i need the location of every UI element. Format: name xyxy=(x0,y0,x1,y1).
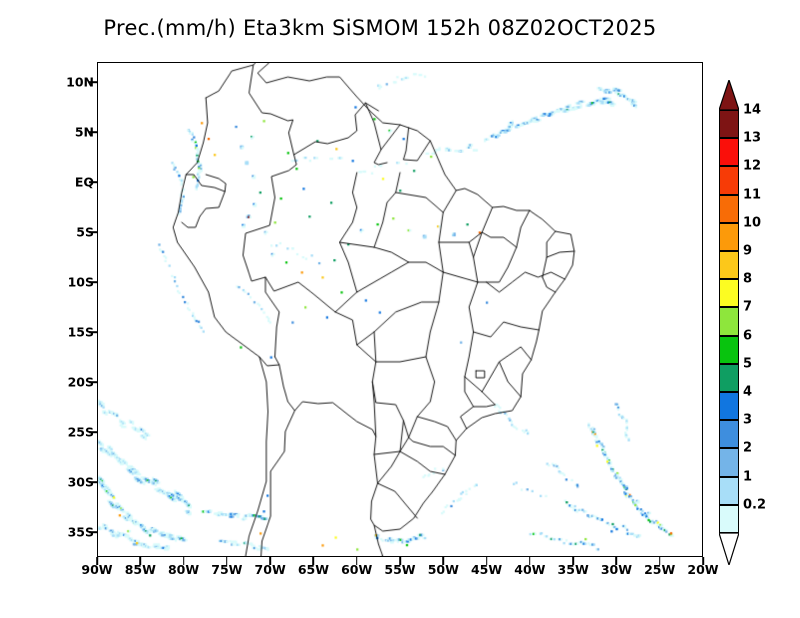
ytick-label-5S: 5S xyxy=(76,224,94,240)
ytick-mark xyxy=(89,431,97,433)
xtick-label-85W: 85W xyxy=(124,562,156,577)
xtick-mark xyxy=(399,557,401,565)
xtick-label-90W: 90W xyxy=(81,562,113,577)
colorbar-tick-8: 8 xyxy=(743,271,753,287)
ytick-label-EQ: EQ xyxy=(74,174,94,190)
xtick-label-40W: 40W xyxy=(514,562,546,577)
colorbar-band-7 xyxy=(719,307,739,336)
ytick-label-10S: 10S xyxy=(67,274,94,290)
colorbar-tick-3: 3 xyxy=(743,412,753,428)
xtick-mark xyxy=(96,557,98,565)
xtick-mark xyxy=(615,557,618,565)
xtick-label-45W: 45W xyxy=(470,562,503,577)
xtick-mark xyxy=(226,557,228,565)
ytick-mark xyxy=(89,531,97,533)
colorbar-band-0.2 xyxy=(719,504,739,533)
precipitation-map-plot xyxy=(97,62,703,557)
xtick-mark xyxy=(485,557,488,565)
ytick-mark xyxy=(89,131,97,133)
xtick-mark xyxy=(139,557,142,565)
colorbar-tick-5: 5 xyxy=(743,356,753,372)
colorbar-band-1 xyxy=(719,476,739,505)
colorbar-under-arrow xyxy=(718,532,740,568)
colorbar-tick-2: 2 xyxy=(743,440,753,456)
colorbar-tick-11: 11 xyxy=(743,187,762,203)
colorbar-band-5 xyxy=(719,363,739,392)
colorbar-band-14 xyxy=(719,110,739,139)
colorbar-tick-7: 7 xyxy=(743,299,753,315)
xtick-label-70W: 70W xyxy=(254,562,286,577)
colorbar-band-4 xyxy=(719,392,739,421)
colorbar-tick-6: 6 xyxy=(743,328,753,344)
xtick-label-30W: 30W xyxy=(600,562,633,577)
xtick-mark xyxy=(572,557,574,565)
xtick-mark xyxy=(529,557,531,565)
ytick-label-15S: 15S xyxy=(67,324,94,340)
xtick-mark xyxy=(182,557,185,565)
colorbar-band-2 xyxy=(719,448,739,477)
ytick-mark xyxy=(89,481,97,483)
colorbar-tick-12: 12 xyxy=(743,158,762,174)
colorbar-over-arrow xyxy=(718,78,740,111)
xtick-label-60W: 60W xyxy=(341,562,373,577)
ytick-label-30S: 30S xyxy=(67,474,94,490)
ytick-label-5N: 5N xyxy=(74,124,94,140)
ytick-mark xyxy=(89,181,97,183)
xtick-mark xyxy=(269,557,271,565)
colorbar-band-6 xyxy=(719,335,739,364)
xtick-mark xyxy=(658,557,661,565)
xtick-mark xyxy=(702,557,704,565)
xtick-mark xyxy=(355,557,358,565)
colorbar-band-3 xyxy=(719,420,739,449)
colorbar-tick-9: 9 xyxy=(743,243,753,259)
colorbar-tick-10: 10 xyxy=(743,215,762,231)
ytick-mark xyxy=(89,231,97,233)
colorbar-band-13 xyxy=(719,138,739,167)
colorbar-tick-0.2: 0.2 xyxy=(743,497,767,513)
colorbar-band-8 xyxy=(719,279,739,308)
colorbar-band-9 xyxy=(719,251,739,280)
colorbar-tick-4: 4 xyxy=(743,384,753,400)
xtick-label-55W: 55W xyxy=(384,562,416,577)
colorbar-band-11 xyxy=(719,194,739,223)
ytick-label-20S: 20S xyxy=(67,374,94,390)
colorbar-band-12 xyxy=(719,166,739,195)
xtick-label-20W: 20W xyxy=(687,562,719,577)
ytick-mark xyxy=(89,381,97,383)
ytick-mark xyxy=(89,81,97,83)
xtick-label-75W: 75W xyxy=(211,562,243,577)
colorbar-band-10 xyxy=(719,222,739,251)
colorbar-tick-13: 13 xyxy=(743,130,762,146)
xtick-label-35W: 35W xyxy=(557,562,589,577)
xtick-mark xyxy=(442,557,445,565)
ytick-mark xyxy=(89,281,97,283)
xtick-label-65W: 65W xyxy=(297,562,330,577)
colorbar xyxy=(719,110,739,533)
colorbar-tick-14: 14 xyxy=(743,102,762,118)
xtick-label-25W: 25W xyxy=(644,562,676,577)
ytick-label-25S: 25S xyxy=(67,424,94,440)
ytick-label-10N: 10N xyxy=(66,74,94,90)
xtick-mark xyxy=(312,557,315,565)
ytick-label-35S: 35S xyxy=(67,524,94,540)
precipitation-map-canvas xyxy=(98,63,702,556)
ytick-mark xyxy=(89,331,97,333)
page-title: Prec.(mm/h) Eta3km SiSMOM 152h 08Z02OCT2… xyxy=(103,16,657,40)
xtick-label-50W: 50W xyxy=(427,562,459,577)
xtick-label-80W: 80W xyxy=(167,562,200,577)
colorbar-tick-1: 1 xyxy=(743,469,753,485)
